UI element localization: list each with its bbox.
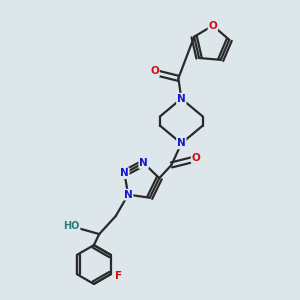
Text: F: F	[116, 271, 123, 281]
Text: HO: HO	[63, 221, 80, 231]
Text: N: N	[124, 190, 133, 200]
Text: O: O	[150, 67, 159, 76]
Text: N: N	[177, 138, 186, 148]
Text: N: N	[139, 158, 148, 168]
Text: N: N	[177, 94, 186, 103]
Text: O: O	[192, 153, 200, 163]
Text: O: O	[208, 20, 217, 31]
Text: N: N	[120, 168, 129, 178]
